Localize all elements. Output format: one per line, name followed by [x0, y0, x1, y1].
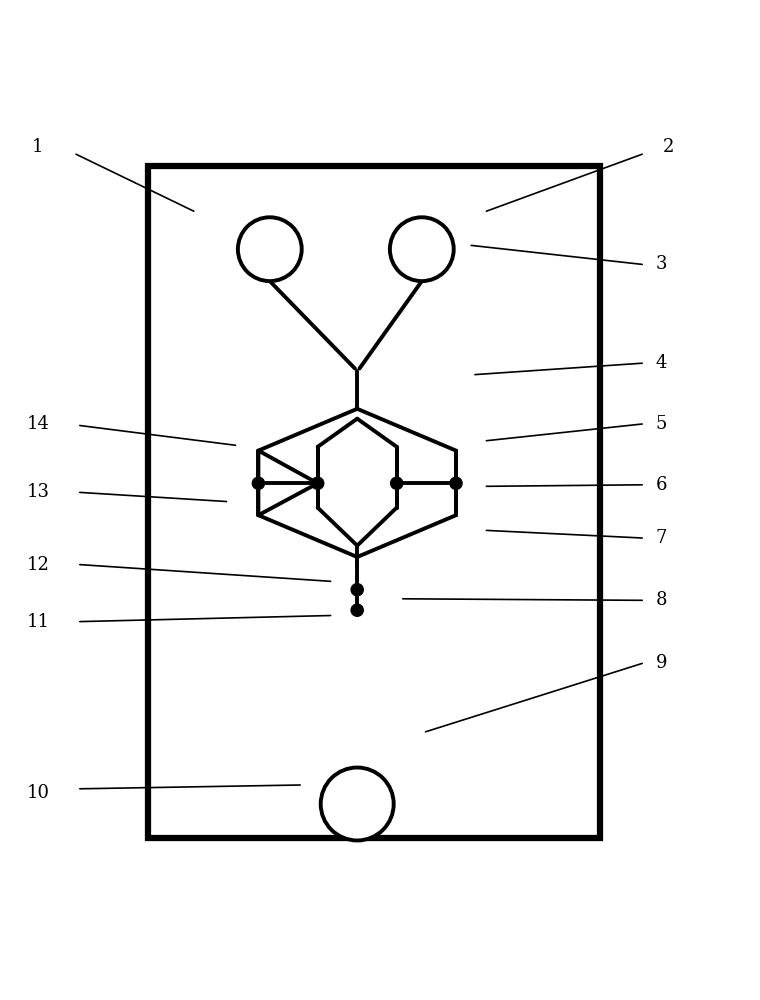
- Circle shape: [238, 217, 302, 281]
- Text: 13: 13: [27, 483, 49, 501]
- Text: 2: 2: [663, 138, 674, 156]
- Text: 7: 7: [656, 529, 667, 547]
- Text: 9: 9: [655, 654, 667, 672]
- Circle shape: [312, 477, 324, 489]
- Circle shape: [351, 604, 363, 616]
- Text: 10: 10: [27, 784, 49, 802]
- Text: 11: 11: [27, 613, 49, 631]
- Circle shape: [391, 477, 403, 489]
- Circle shape: [252, 477, 264, 489]
- Circle shape: [390, 217, 454, 281]
- Text: 3: 3: [655, 255, 667, 273]
- Circle shape: [321, 768, 394, 840]
- Text: 4: 4: [656, 354, 667, 372]
- Circle shape: [450, 477, 462, 489]
- Text: 6: 6: [655, 476, 667, 494]
- Text: 14: 14: [27, 415, 49, 433]
- Text: 1: 1: [32, 138, 44, 156]
- Text: 5: 5: [656, 415, 667, 433]
- Circle shape: [351, 584, 363, 596]
- Bar: [148, 166, 600, 838]
- Text: 12: 12: [27, 556, 49, 574]
- Text: 8: 8: [655, 591, 667, 609]
